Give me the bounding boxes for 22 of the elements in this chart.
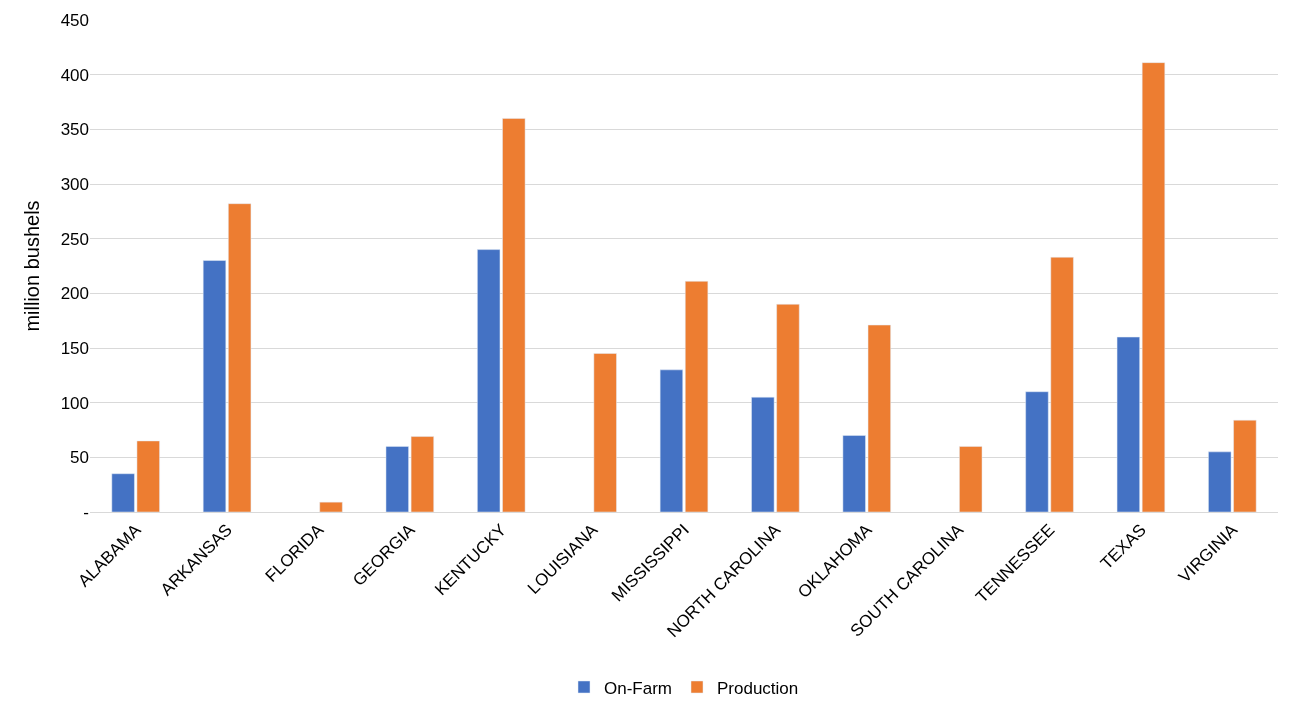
bar: [659, 369, 683, 512]
y-tick-label: 250: [60, 229, 89, 249]
bar: [959, 446, 983, 512]
y-tick-label: 350: [60, 120, 89, 140]
y-axis-title: million bushels: [21, 200, 44, 332]
bar: [1116, 336, 1140, 512]
legend-label: On-Farm: [604, 678, 672, 698]
bar: [202, 260, 227, 512]
y-tick-label: 50: [70, 448, 89, 468]
y-tick-label: -: [83, 502, 89, 522]
bar: [228, 203, 252, 512]
bar: [593, 353, 617, 512]
y-tick-label: 400: [60, 65, 89, 85]
y-tick-label: 150: [60, 338, 89, 358]
y-tick-label: 450: [60, 10, 89, 30]
bar: [685, 281, 709, 512]
legend-label: Production: [717, 678, 799, 698]
y-tick-label: 100: [60, 393, 89, 413]
y-tick-label: 200: [60, 284, 89, 304]
y-tick-label: 300: [60, 174, 89, 194]
bar: [1141, 62, 1166, 512]
bar: [319, 501, 343, 512]
